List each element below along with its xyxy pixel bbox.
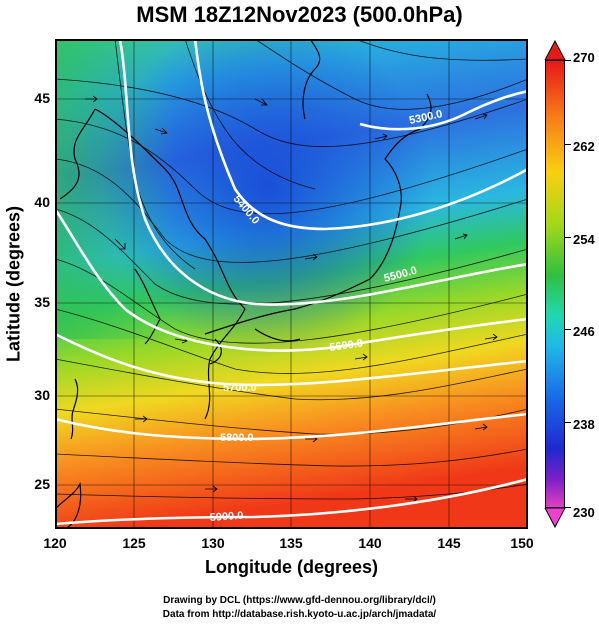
colorbar-top-arrow (544, 40, 566, 60)
colorbar-tick (565, 237, 571, 238)
map-title: MSM 18Z12Nov2023 (500.0hPa) (136, 2, 463, 27)
colorbar-label: 262 (573, 139, 595, 154)
western-shading (55, 39, 175, 339)
arrow-field (85, 95, 498, 503)
y-tick-label: 45 (34, 90, 50, 106)
colorbar-label: 238 (573, 417, 595, 432)
contour-5800 (55, 412, 528, 441)
colorbar-label: 254 (573, 232, 595, 247)
y-tick-label: 35 (34, 294, 50, 310)
x-tick-label: 135 (279, 535, 303, 551)
x-tick-label: 145 (437, 535, 461, 551)
contour-label-5600: 5600.0 (329, 337, 364, 354)
contour-5600 (55, 208, 528, 352)
contour-label-5700: 5700.0 (223, 382, 257, 394)
x-tick-label: 130 (201, 535, 225, 551)
colorbar-label: 246 (573, 324, 595, 339)
colorbar-tick (565, 60, 571, 61)
x-tick-label: 125 (122, 535, 146, 551)
contour-label-5800: 5800.0 (220, 432, 254, 444)
colorbar-label: 230 (573, 505, 595, 520)
colorbar-label: 270 (573, 50, 595, 65)
contour-5500 (118, 39, 528, 306)
colorbar-tick (565, 329, 571, 330)
credit-data-source: Data from http://database.rish.kyoto-u.a… (162, 609, 437, 620)
contour-5900 (55, 477, 528, 526)
y-tick-label: 30 (34, 387, 50, 403)
contour-label-5900: 5900.0 (209, 510, 243, 524)
colorbar-tick (565, 144, 571, 145)
contour-5300 (359, 89, 528, 131)
colorbar-tick (565, 507, 571, 508)
y-tick-label: 40 (34, 194, 50, 210)
x-tick-label: 150 (510, 535, 534, 551)
temperature-field-map: 5300.0 5400.0 5500.0 5600.0 5700.0 5800.… (55, 39, 528, 529)
contour-5700 (55, 332, 528, 387)
colorbar-bottom-arrow (544, 508, 566, 528)
contour-5400 (193, 39, 528, 231)
y-tick-label: 25 (34, 476, 50, 492)
height-contours (55, 39, 528, 526)
x-axis-label: Longitude (degrees) (204, 557, 378, 577)
colorbar-tick (565, 422, 571, 423)
x-tick-label: 120 (43, 535, 67, 551)
colorbar (545, 60, 565, 508)
map-plot-area: 5300.0 5400.0 5500.0 5600.0 5700.0 5800.… (55, 39, 528, 529)
y-axis-label: Latitude (degrees) (3, 205, 24, 363)
credit-drawing: Drawing by DCL (https://www.gfd-dennou.o… (163, 595, 436, 606)
x-tick-label: 140 (358, 535, 382, 551)
